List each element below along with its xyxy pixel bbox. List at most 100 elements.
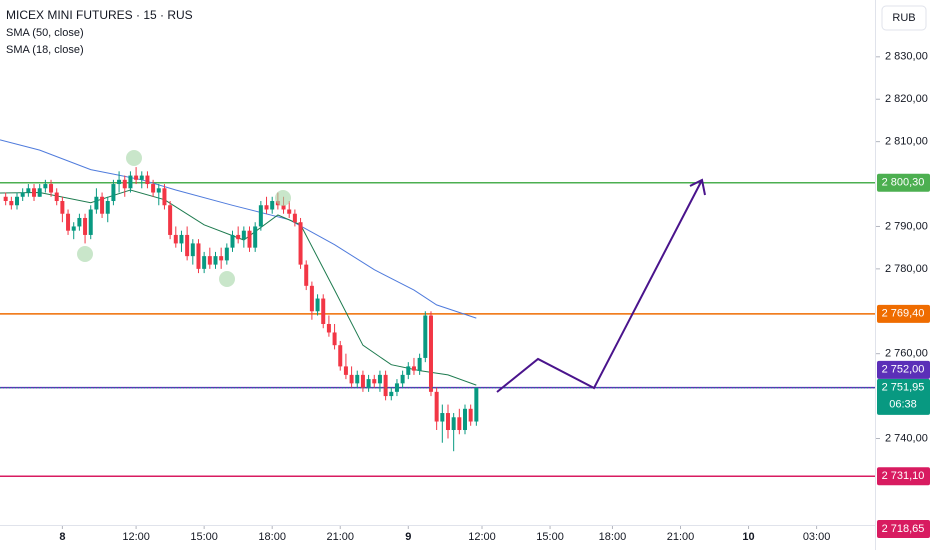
level-label: 2 800,30	[882, 177, 925, 189]
plot	[0, 139, 875, 477]
low-label: 2 718,65	[882, 523, 925, 535]
candle-body	[270, 201, 275, 210]
candle-body	[474, 387, 479, 422]
y-tick-label: 2 810,00	[885, 136, 928, 148]
candle-body	[338, 345, 343, 367]
candle-body	[49, 184, 54, 193]
candle-body	[315, 298, 320, 312]
candle-body	[179, 234, 184, 244]
candle-body	[236, 234, 241, 240]
candle-body	[343, 366, 348, 375]
candle-body	[230, 234, 235, 248]
candle-body	[83, 217, 88, 235]
indicator-name: SMA (50, close)	[6, 27, 84, 39]
candle-body	[151, 184, 156, 193]
y-tick-label: 2 780,00	[885, 263, 928, 275]
candle-body	[417, 357, 422, 371]
candle-body	[377, 374, 382, 384]
candle-body	[411, 366, 416, 371]
x-tick-label: 18:00	[258, 531, 286, 543]
x-tick-label: 21:00	[667, 531, 695, 543]
currency[interactable]: RUB	[892, 12, 915, 24]
annotation-circle	[126, 150, 142, 166]
candle-body	[111, 184, 116, 202]
annotation-circle	[219, 271, 235, 287]
candle-body	[20, 192, 25, 197]
candle-body	[77, 217, 82, 227]
candle-body	[145, 175, 150, 185]
y-tick-label: 2 820,00	[885, 93, 928, 105]
candle-body	[190, 243, 195, 257]
candle-body	[71, 226, 76, 231]
candle-body	[309, 285, 314, 312]
x-tick-label: 12:00	[468, 531, 496, 543]
level-label-box	[877, 360, 930, 379]
x-tick-label: 12:00	[122, 531, 150, 543]
chart-title: MICEX MINI FUTURES · 15 · RUS	[6, 8, 193, 22]
x-tick-label: 03:00	[803, 531, 831, 543]
candle-body	[264, 205, 269, 210]
candle-body	[434, 391, 439, 422]
candle-body	[196, 243, 201, 269]
last-price-label-box	[877, 378, 930, 415]
candle-body	[219, 256, 224, 261]
candle-body	[326, 323, 331, 333]
annotation-circle	[77, 246, 93, 262]
y-tick-label: 2 740,00	[885, 432, 928, 444]
candle-body	[15, 196, 20, 206]
candle-body	[88, 209, 93, 235]
candle-body	[241, 230, 246, 240]
candle-body	[366, 379, 371, 388]
candle-body	[457, 417, 462, 431]
candle-body	[389, 391, 394, 397]
low-label-box	[877, 520, 930, 539]
candle-body	[213, 256, 218, 265]
candle-body	[168, 205, 173, 235]
candle-body	[355, 374, 360, 384]
candle-body	[37, 188, 42, 197]
annotation-circle	[275, 190, 291, 206]
candle-body	[287, 209, 292, 214]
candle-body	[66, 213, 71, 231]
candle-body	[253, 226, 258, 248]
candle-body	[400, 374, 405, 384]
candle-body	[349, 374, 354, 384]
candle-body	[224, 247, 229, 261]
candle-body	[298, 222, 303, 265]
countdown: 06:38	[889, 399, 917, 411]
last-price-label: 2 751,95	[882, 382, 925, 394]
candle-body	[173, 234, 178, 244]
projection-path	[496, 179, 703, 393]
candle-body	[117, 179, 122, 185]
candle-body	[247, 230, 252, 248]
candle-body	[292, 213, 297, 223]
candle-body	[332, 332, 337, 346]
candle-body	[445, 413, 450, 431]
candle-body	[94, 196, 99, 210]
candle-body	[100, 196, 105, 214]
x-tick-label: 18:00	[599, 531, 627, 543]
currency-button[interactable]	[881, 5, 927, 31]
candle-body	[406, 366, 411, 375]
candle-body	[304, 264, 309, 286]
candle-body	[185, 234, 190, 257]
candle-body	[105, 201, 110, 214]
candle-body	[32, 188, 37, 197]
x-tick-label: 10	[742, 531, 754, 543]
candle-body	[202, 256, 207, 269]
candle-body	[423, 315, 428, 358]
candle-body	[122, 179, 127, 189]
level-label-box	[877, 173, 930, 192]
y-tick-label: 2 790,00	[885, 220, 928, 232]
candle-body	[3, 196, 8, 202]
level-label: 2 752,00	[882, 364, 925, 376]
candle-body	[207, 256, 212, 265]
candle-body	[26, 188, 31, 193]
y-tick-label: 2 830,00	[885, 51, 928, 63]
x-tick-label: 15:00	[190, 531, 218, 543]
projection-arrowhead	[689, 178, 706, 196]
candle-body	[321, 298, 326, 324]
candle-body	[139, 175, 144, 180]
